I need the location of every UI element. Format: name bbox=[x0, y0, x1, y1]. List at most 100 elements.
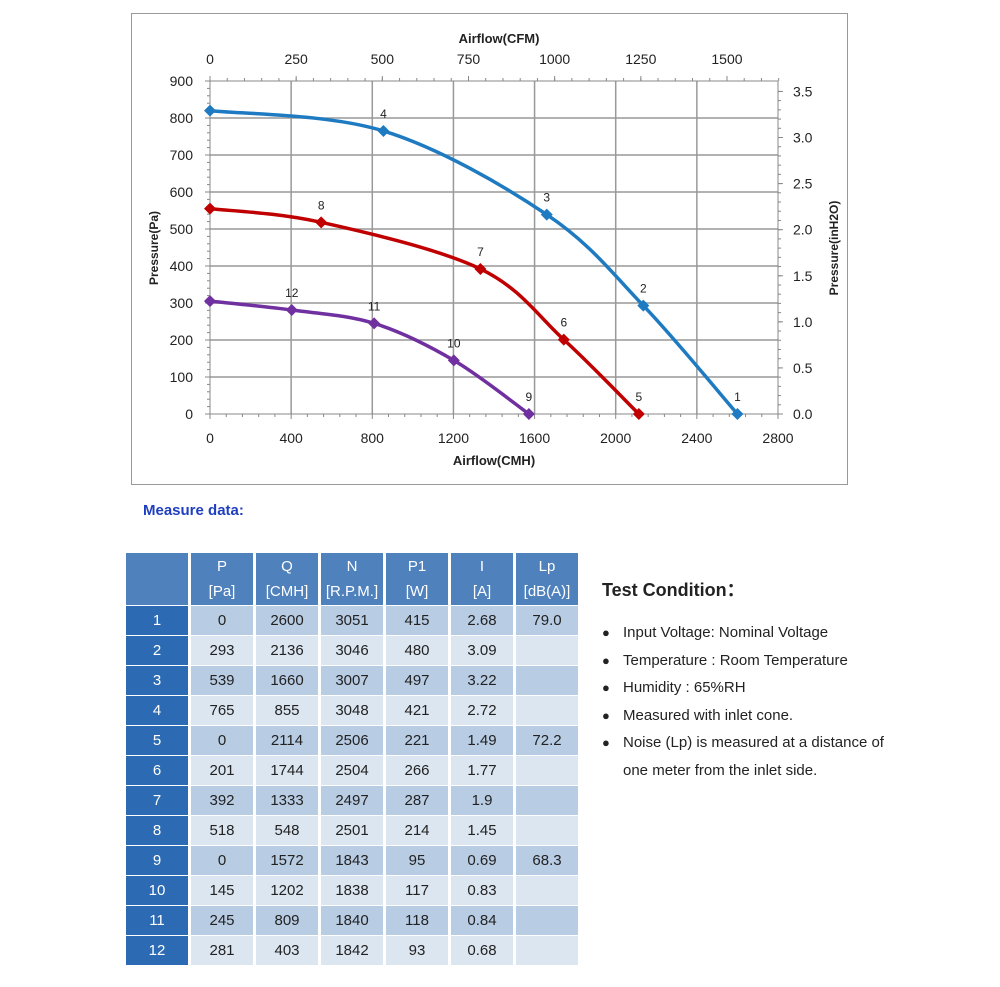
table-row: 5 0 2114 2506 221 1.49 72.2 bbox=[126, 725, 578, 755]
column-symbol: Lp bbox=[538, 558, 556, 575]
x-tick-label: 1600 bbox=[519, 430, 550, 446]
y-tick-label: 800 bbox=[170, 110, 194, 126]
y2-tick-label: 3.0 bbox=[793, 130, 813, 146]
row-index: 6 bbox=[126, 755, 188, 785]
table-cell: 3007 bbox=[321, 665, 383, 695]
data-point-marker bbox=[368, 317, 381, 330]
table-row: 1 0 2600 3051 415 2.68 79.0 bbox=[126, 605, 578, 635]
table-cell: 1840 bbox=[321, 905, 383, 935]
chart-frame bbox=[131, 13, 848, 485]
table-cell: 117 bbox=[386, 875, 448, 905]
row-index: 7 bbox=[126, 785, 188, 815]
column-unit: [Pa] bbox=[208, 583, 236, 600]
x-tick-label: 2400 bbox=[681, 430, 712, 446]
condition-item: ● Input Voltage: Nominal Voltage bbox=[602, 619, 884, 647]
data-point-marker bbox=[204, 104, 216, 117]
row-index: 10 bbox=[126, 875, 188, 905]
table-row: 3 539 1660 3007 497 3.22 bbox=[126, 665, 578, 695]
x-tick-label: 1200 bbox=[438, 430, 469, 446]
table-cell: 403 bbox=[256, 935, 318, 965]
data-point-marker bbox=[204, 295, 216, 308]
table-cell: 1.45 bbox=[451, 815, 513, 845]
condition-text: Humidity : 65%RH bbox=[623, 679, 746, 696]
data-point-marker bbox=[285, 304, 298, 317]
table-cell: 293 bbox=[191, 635, 253, 665]
x-tick-label: 800 bbox=[361, 430, 385, 446]
y2-tick-label: 1.0 bbox=[793, 314, 813, 330]
column-symbol: I bbox=[479, 558, 485, 575]
data-point-label: 1 bbox=[734, 390, 741, 404]
column-symbol: P1 bbox=[407, 558, 427, 575]
series-line bbox=[209, 108, 739, 416]
x2-tick-label: 1000 bbox=[539, 51, 570, 67]
table-cell: 221 bbox=[386, 725, 448, 755]
table-cell: 1842 bbox=[321, 935, 383, 965]
table-cell: 539 bbox=[191, 665, 253, 695]
data-point-label: 3 bbox=[543, 191, 550, 205]
y2-tick-label: 0.5 bbox=[793, 360, 813, 376]
column-header: N [R.P.M.] bbox=[321, 553, 383, 605]
table-cell: 0 bbox=[191, 725, 253, 755]
table-cell: 2136 bbox=[256, 635, 318, 665]
bullet-icon: ● bbox=[602, 652, 610, 668]
table-cell bbox=[516, 815, 578, 845]
table-cell: 2.72 bbox=[451, 695, 513, 725]
column-unit: [A] bbox=[472, 583, 492, 600]
data-point-marker bbox=[637, 299, 650, 312]
table-cell: 214 bbox=[386, 815, 448, 845]
y-tick-label: 900 bbox=[170, 73, 194, 89]
table-cell: 287 bbox=[386, 785, 448, 815]
table-cell: 281 bbox=[191, 935, 253, 965]
column-unit: [R.P.M.] bbox=[325, 583, 379, 600]
table-cell bbox=[516, 905, 578, 935]
table-row: 4 765 855 3048 421 2.72 bbox=[126, 695, 578, 725]
table-cell: 497 bbox=[386, 665, 448, 695]
table-cell bbox=[516, 935, 578, 965]
column-unit: [W] bbox=[405, 583, 429, 600]
row-index: 3 bbox=[126, 665, 188, 695]
table-cell: 392 bbox=[191, 785, 253, 815]
table-row: 6 201 1744 2504 266 1.77 bbox=[126, 755, 578, 785]
table-cell: 1.9 bbox=[451, 785, 513, 815]
data-point-marker bbox=[522, 408, 535, 420]
row-index: 8 bbox=[126, 815, 188, 845]
data-point-label: 7 bbox=[477, 245, 484, 259]
condition-text: Noise (Lp) is measured at a distance of bbox=[623, 734, 884, 751]
table-header-row: P [Pa] Q [CMH] N [R.P.M.] P1 [W] I [A] Lp [dB(A)] bbox=[126, 553, 578, 605]
row-index: 11 bbox=[126, 905, 188, 935]
y-tick-label: 600 bbox=[170, 184, 194, 200]
table-cell: 0 bbox=[191, 605, 253, 635]
table-cell: 421 bbox=[386, 695, 448, 725]
table-cell: 93 bbox=[386, 935, 448, 965]
table-cell: 3.09 bbox=[451, 635, 513, 665]
condition-item: ● Humidity : 65%RH bbox=[602, 674, 884, 702]
table-cell: 1744 bbox=[256, 755, 318, 785]
table-cell: 1660 bbox=[256, 665, 318, 695]
condition-item: ● Measured with inlet cone. bbox=[602, 702, 884, 730]
condition-text: Input Voltage: Nominal Voltage bbox=[623, 624, 829, 641]
y2-tick-label: 2.0 bbox=[793, 222, 813, 238]
x-tick-label: 2800 bbox=[762, 430, 793, 446]
table-cell: 2497 bbox=[321, 785, 383, 815]
row-index: 9 bbox=[126, 845, 188, 875]
bullet-icon: ● bbox=[602, 707, 610, 723]
table-cell: 0.68 bbox=[451, 935, 513, 965]
data-point-marker bbox=[540, 208, 553, 221]
y-tick-label: 300 bbox=[170, 295, 194, 311]
table-cell: 2.68 bbox=[451, 605, 513, 635]
table-cell bbox=[516, 875, 578, 905]
table-cell: 809 bbox=[256, 905, 318, 935]
table-cell: 1.49 bbox=[451, 725, 513, 755]
condition-text: Temperature : Room Temperature bbox=[623, 651, 848, 669]
table-cell bbox=[516, 635, 578, 665]
data-point-label: 2 bbox=[640, 282, 647, 296]
row-index: 5 bbox=[126, 725, 188, 755]
bullet-icon: ● bbox=[602, 680, 610, 695]
y-tick-label: 200 bbox=[170, 332, 194, 348]
x-axis-title: Airflow(CMH) bbox=[453, 453, 535, 468]
data-point-marker bbox=[377, 124, 390, 137]
column-header: P [Pa] bbox=[191, 553, 253, 605]
table-row: 2 293 2136 3046 480 3.09 bbox=[126, 635, 578, 665]
table-row: 12 281 403 1842 93 0.68 bbox=[126, 935, 578, 965]
